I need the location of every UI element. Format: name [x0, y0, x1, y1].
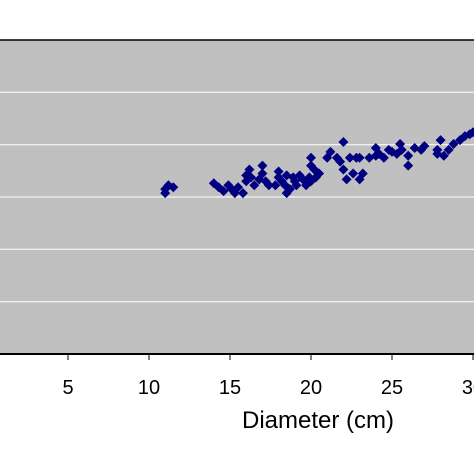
data-point — [263, 180, 274, 191]
data-point — [338, 137, 349, 148]
data-point — [168, 182, 179, 193]
data-point — [270, 180, 281, 191]
data-point — [448, 139, 459, 150]
x-tick-label: 15 — [219, 377, 241, 399]
data-point — [438, 150, 449, 161]
data-point — [344, 152, 355, 163]
data-point — [338, 164, 349, 175]
x-tick-label: 30 — [462, 377, 474, 399]
data-point — [403, 150, 414, 161]
data-points — [160, 127, 474, 199]
data-point — [306, 152, 316, 163]
data-point — [443, 144, 454, 155]
data-point — [348, 168, 359, 179]
data-point — [341, 174, 352, 185]
data-point — [335, 156, 346, 167]
data-point — [257, 160, 268, 171]
data-point — [237, 188, 248, 199]
data-point — [468, 127, 474, 138]
gridlines — [0, 39, 474, 303]
data-point — [218, 186, 229, 197]
data-point — [325, 146, 336, 157]
x-axis-title: Diameter (cm) — [242, 407, 394, 434]
data-point — [257, 168, 268, 179]
data-point — [244, 164, 255, 175]
data-point — [246, 172, 257, 183]
x-axis-ticks: 5 10 15 20 25 30 — [62, 354, 474, 399]
data-point — [233, 182, 244, 193]
data-point — [435, 135, 446, 146]
data-point — [354, 152, 365, 163]
data-point — [273, 166, 284, 177]
data-point — [396, 144, 407, 155]
data-point — [403, 160, 414, 171]
data-point — [378, 152, 389, 163]
data-point — [314, 168, 325, 179]
data-point — [249, 180, 260, 191]
x-tick-label: 25 — [381, 377, 403, 399]
data-point — [291, 180, 302, 191]
data-point — [160, 188, 171, 199]
x-tick-label: 5 — [62, 377, 73, 399]
x-tick-label: 10 — [138, 377, 160, 399]
data-point — [419, 140, 430, 151]
data-point — [284, 184, 295, 195]
data-point — [357, 168, 368, 179]
x-tick-label: 20 — [300, 377, 322, 399]
